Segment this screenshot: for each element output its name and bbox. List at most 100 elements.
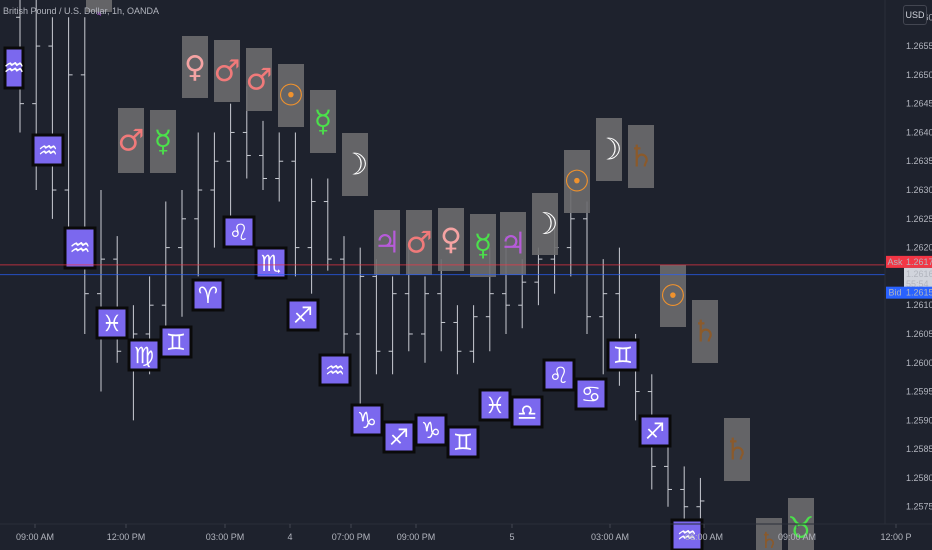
planet-symbol: ♂ [214, 54, 241, 89]
zodiac-box [31, 133, 65, 167]
planet-box [118, 108, 144, 173]
planet-symbol: ♄ [759, 529, 779, 550]
planet-symbol: ♂ [406, 226, 433, 261]
planet-symbol: ♃ [500, 227, 527, 262]
planet-marker: ♀ [438, 208, 464, 271]
zodiac-marker: ♒ [31, 133, 65, 167]
zodiac-box [574, 377, 608, 411]
planet-box [596, 118, 622, 181]
zodiac-symbol: ♒ [325, 358, 345, 384]
last-price-value: 1.26163 [906, 269, 932, 279]
x-tick-label: 12:00 PM [107, 532, 146, 542]
planet-symbol: ♂ [118, 124, 145, 159]
y-tick-label: 1.26000 [906, 358, 932, 368]
planet-marker: ♃ [86, 0, 112, 18]
price-axis[interactable]: 1.266001.265501.265001.264501.264001.263… [884, 0, 932, 524]
zodiac-box [350, 403, 384, 437]
bid-tag-label: Bid [888, 288, 901, 298]
ohlc-bar [178, 190, 186, 317]
planet-box [246, 48, 272, 111]
zodiac-marker: ♒ [3, 46, 25, 90]
zodiac-box [670, 518, 704, 550]
y-tick-label: 1.25800 [906, 473, 932, 483]
time-axis[interactable]: 09:00 AM 12:00 PM 03:00 PM 4 07:00 PM 09:00 P… [0, 523, 932, 542]
planet-box [532, 193, 558, 255]
ohlc-bar [226, 103, 235, 219]
y-tick-label: 1.25950 [906, 387, 932, 397]
y-tick-label: 1.26050 [906, 329, 932, 339]
zodiac-marker: ♊ [446, 425, 480, 459]
x-tick-label: 09:00 AM [778, 532, 816, 542]
y-tick-label: 1.26300 [906, 185, 932, 195]
planet-box [660, 265, 686, 327]
ask-tag-value-box [904, 255, 932, 268]
planet-box [406, 210, 432, 275]
planet-symbol: ♉ [788, 511, 815, 546]
ask-tag-label: Ask [887, 257, 903, 267]
zodiac-box [127, 338, 161, 372]
zodiac-symbol: ♓ [485, 393, 505, 419]
bid-tag-value: 1.26153 [906, 288, 932, 298]
zodiac-marker: ♊ [159, 325, 193, 359]
zodiac-box [254, 246, 288, 280]
planet-symbol: ☉ [564, 165, 591, 200]
zodiac-box [63, 226, 97, 270]
zodiac-symbol: ♒ [38, 138, 58, 164]
planet-marker: ♄ [724, 418, 751, 481]
planet-markers: ♃♂ ☿♀ ♂ ♂ ☉☿☽♃ ♂ ♀ ☿ ♃☽☉☽ ♄☉♄♄♄ ♉ [86, 0, 814, 550]
planet-marker: ☽ [342, 133, 368, 196]
last-price-tag: 1.2616355:54 [904, 267, 932, 290]
zodiac-box [159, 325, 193, 359]
zodiac-box [638, 414, 672, 448]
planet-marker: ☽ [532, 193, 558, 255]
zodiac-marker: ♌ [542, 358, 576, 392]
planet-box [342, 133, 368, 196]
planet-box [278, 64, 304, 127]
planet-marker: ♂ [118, 108, 145, 173]
price-lines [0, 264, 885, 276]
zodiac-marker: ♍ [127, 338, 161, 372]
planet-symbol: ♀ [184, 50, 206, 85]
y-tick-label: 1.26550 [906, 41, 932, 51]
zodiac-box [382, 420, 416, 454]
planet-box [438, 208, 464, 271]
ohlc-bar [664, 443, 672, 507]
planet-box [564, 150, 590, 213]
planet-box [692, 300, 718, 363]
planet-box [628, 125, 654, 188]
zodiac-marker: ♑ [350, 403, 384, 437]
planet-box [724, 418, 750, 481]
zodiac-marker: ♐ [382, 420, 416, 454]
zodiac-marker: ♓ [478, 388, 512, 422]
planet-marker: ☽ [596, 118, 622, 181]
y-tick-label: 1.26500 [906, 70, 932, 80]
last-price-box [904, 267, 932, 290]
y-tick-label: 1.26200 [906, 243, 932, 253]
planet-symbol: ☉ [278, 79, 305, 114]
y-tick-label: 1.25900 [906, 415, 932, 425]
ask-tag-value: 1.26170 [906, 257, 932, 267]
ohlc-bar [583, 201, 591, 334]
ohlc-bar [210, 132, 219, 248]
zodiac-symbol: ♎ [517, 400, 537, 426]
ohlc-bar [275, 132, 284, 202]
x-tick-label: 07:00 PM [332, 532, 371, 542]
ohlc-bar [291, 132, 300, 277]
ohlc-bar [680, 466, 689, 524]
planet-marker: ♂ [246, 48, 272, 111]
ohlc-bar [534, 247, 543, 306]
planet-symbol: ♄ [724, 433, 751, 468]
zodiac-box [95, 306, 129, 340]
planet-symbol: ☿ [154, 125, 172, 160]
ohlc-bars [16, 0, 705, 524]
zodiac-marker: ♒ [670, 518, 704, 550]
zodiac-symbol: ♒ [677, 523, 697, 549]
planet-box [374, 210, 400, 275]
x-tick-label: 03:00 AM [591, 532, 629, 542]
bid-tag-label-box [886, 286, 904, 299]
planet-box [182, 36, 208, 98]
bid-tag: Bid 1.26153 [886, 286, 932, 299]
currency-button[interactable]: USD [903, 5, 927, 25]
